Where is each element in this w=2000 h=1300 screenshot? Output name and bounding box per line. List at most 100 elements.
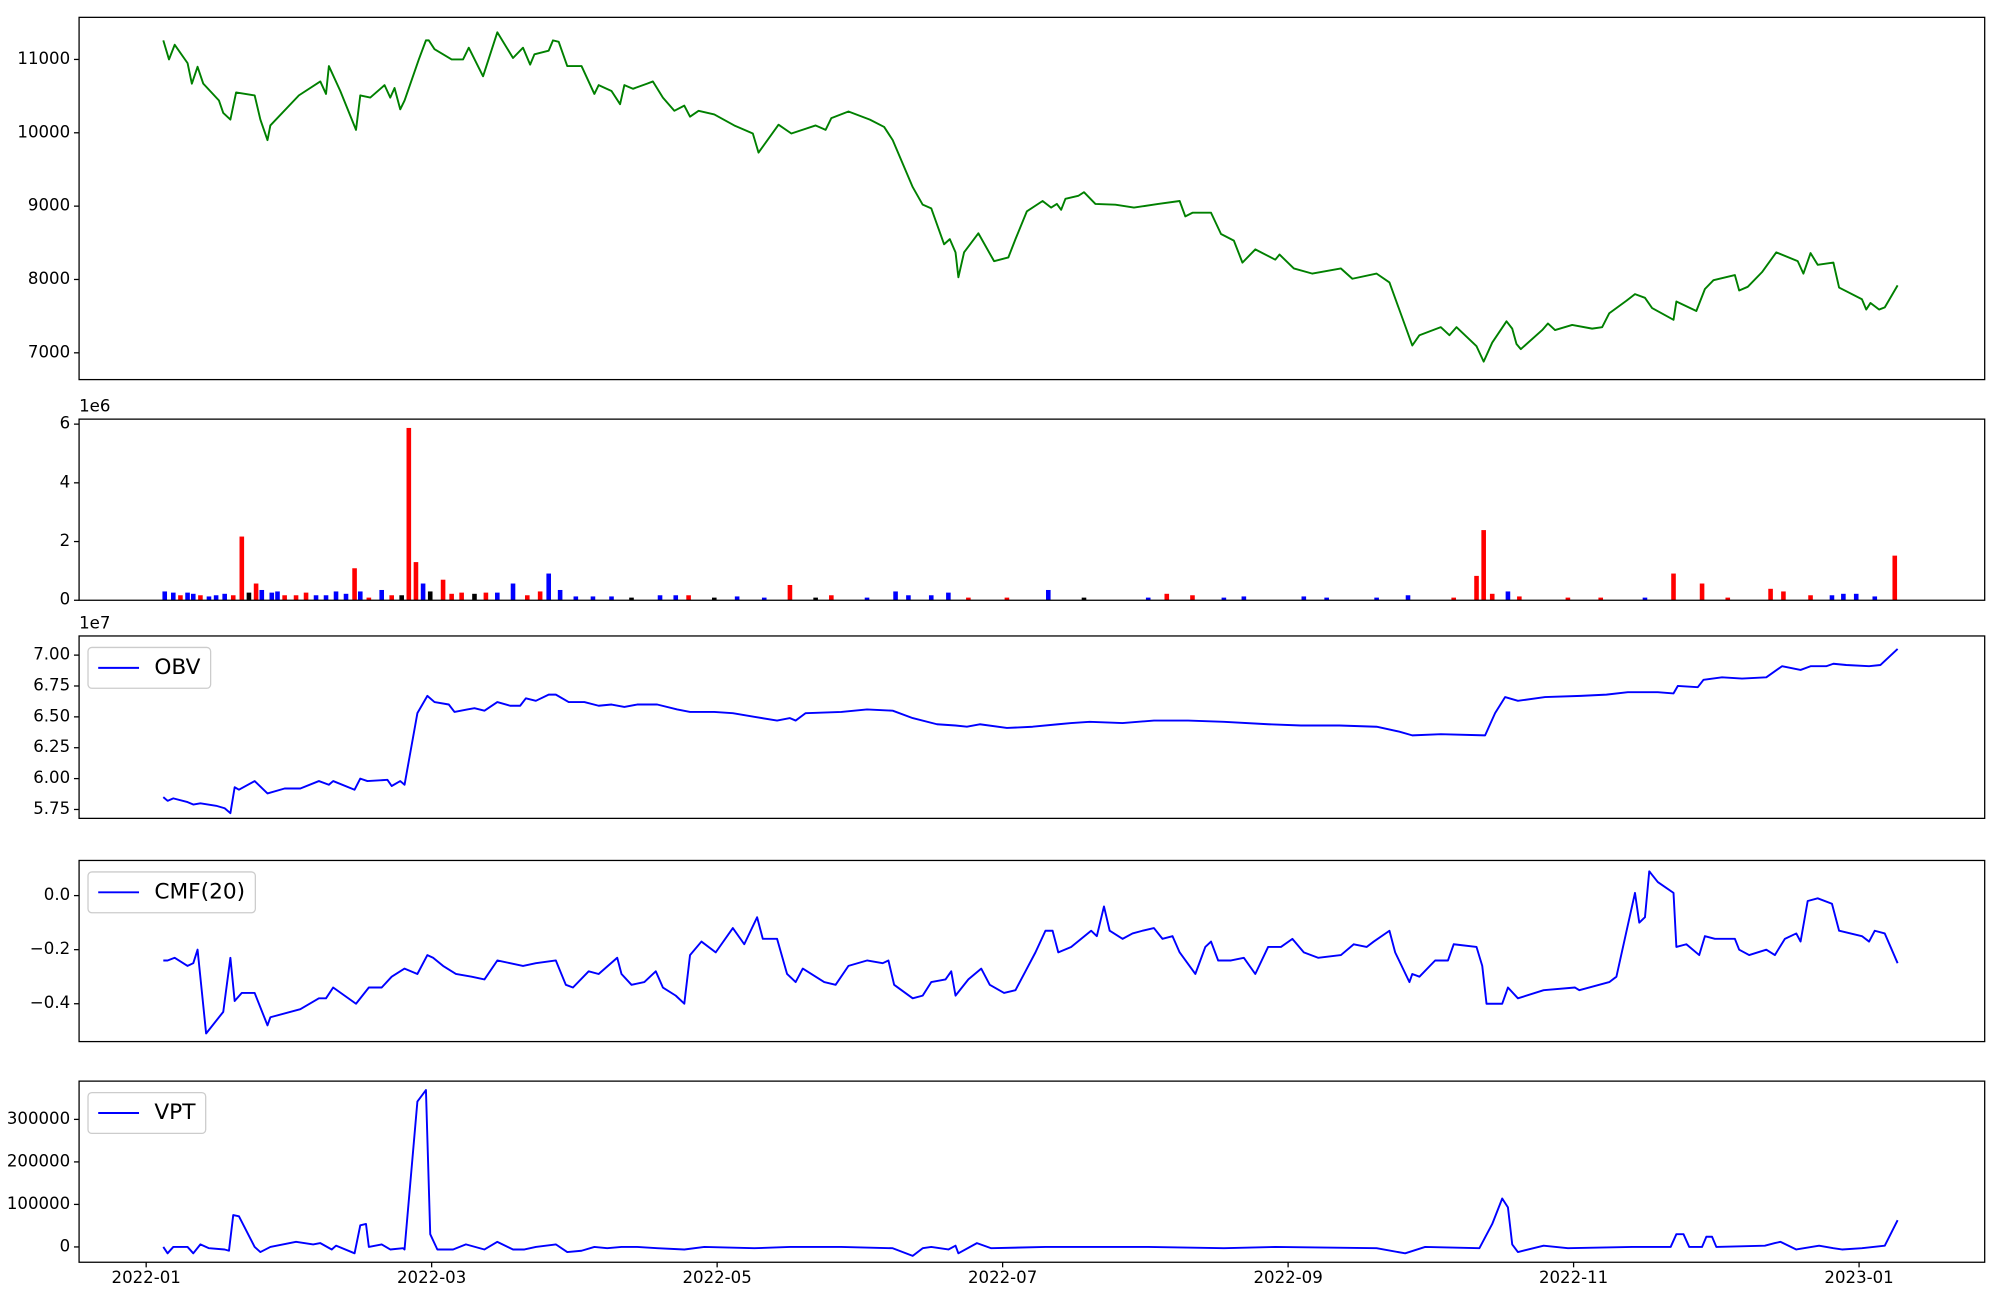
y-tick-label: 10000 <box>17 122 70 141</box>
bar <box>293 595 299 601</box>
bar <box>246 592 252 601</box>
legend-box <box>87 871 256 914</box>
bar <box>190 593 196 601</box>
bar <box>352 568 357 601</box>
bar <box>185 592 190 601</box>
subplot: 0 100000 200000 300000 2022-01 2022-03 2022-05… <box>7 1080 1986 1287</box>
x-tick-label: 2022-03 <box>397 1268 466 1287</box>
bar <box>1768 588 1773 601</box>
y-offset-label: 1e7 <box>79 613 110 632</box>
line-series <box>163 870 1899 1035</box>
x-tick-label: 2022-05 <box>682 1268 751 1287</box>
axes-frame <box>78 418 1986 601</box>
bar <box>537 591 543 601</box>
y-tick-label: 9000 <box>28 196 70 215</box>
bar <box>259 589 265 601</box>
bar <box>1725 597 1731 601</box>
bar <box>673 595 679 601</box>
y-tick-label: 300000 <box>7 1109 70 1128</box>
bar <box>178 595 183 601</box>
y-tick-label: −0.4 <box>30 993 70 1012</box>
bar <box>1190 595 1195 601</box>
bar <box>213 595 219 601</box>
bar <box>1853 593 1859 601</box>
subplot: 7000 8000 9000 10000 11000 <box>17 16 1986 381</box>
bar <box>1081 597 1087 601</box>
bar <box>222 593 227 601</box>
bar <box>269 592 275 601</box>
y-tick-label: 0 <box>60 590 71 609</box>
bar <box>253 583 259 601</box>
axes-frame <box>78 1080 1986 1263</box>
x-tick-label: 2022-07 <box>968 1268 1037 1287</box>
bar <box>966 597 971 601</box>
bar <box>239 536 245 601</box>
bar <box>206 596 212 601</box>
bar <box>629 597 634 601</box>
y-offset-label: 1e6 <box>79 396 110 415</box>
bar <box>459 592 464 601</box>
bar <box>1481 530 1486 601</box>
bar <box>420 583 426 601</box>
bar <box>427 591 433 601</box>
y-tick-label: 0.0 <box>44 885 70 904</box>
bar <box>557 589 563 601</box>
y-tick-label: 6.25 <box>33 737 70 756</box>
axes-frame <box>78 16 1986 381</box>
y-tick-label: 6.75 <box>33 675 70 694</box>
bar <box>1046 589 1051 601</box>
bar <box>399 595 404 601</box>
bar <box>1829 595 1835 601</box>
bar <box>198 595 203 601</box>
bar <box>1699 583 1705 601</box>
bar <box>389 595 394 601</box>
legend-label: OBV <box>154 655 200 680</box>
bar <box>275 591 280 601</box>
bar <box>1892 555 1898 601</box>
bar <box>1324 597 1329 601</box>
y-tick-label: 4 <box>60 472 71 491</box>
bar <box>483 592 489 601</box>
bar <box>906 595 911 601</box>
bar <box>546 573 552 601</box>
y-tick-label: 100000 <box>7 1194 70 1213</box>
bar <box>590 596 596 601</box>
y-tick-label: 200000 <box>7 1151 70 1170</box>
bar <box>343 593 349 601</box>
bar <box>1565 597 1571 601</box>
x-tick-label: 2022-01 <box>112 1268 181 1287</box>
bar <box>1164 593 1170 601</box>
bar <box>1405 595 1411 601</box>
y-tick-label: 8000 <box>28 269 70 288</box>
legend-box <box>87 1091 207 1135</box>
bar <box>787 584 793 601</box>
x-tick-label: 2022-11 <box>1539 1268 1608 1287</box>
bar <box>1489 593 1495 601</box>
bar <box>440 579 446 601</box>
x-tick-label: 2023-01 <box>1824 1268 1893 1287</box>
legend-box <box>87 646 212 689</box>
axes-frame <box>78 859 1986 1043</box>
bar <box>282 595 287 601</box>
bar <box>333 591 339 601</box>
bar <box>734 596 740 601</box>
bar <box>686 595 691 601</box>
line-series <box>162 31 1899 363</box>
bar <box>1301 596 1307 601</box>
bar <box>366 597 372 601</box>
bar <box>829 595 834 601</box>
bar <box>1642 597 1648 601</box>
bar <box>573 596 579 601</box>
bar <box>406 427 412 601</box>
bar <box>1598 597 1604 601</box>
y-tick-label: 7.00 <box>33 645 70 664</box>
bar <box>524 595 530 601</box>
bar <box>1221 597 1227 601</box>
bar <box>657 595 663 601</box>
bar <box>711 597 717 601</box>
bar <box>495 592 500 601</box>
axes-frame <box>78 635 1986 820</box>
bar <box>609 596 614 601</box>
